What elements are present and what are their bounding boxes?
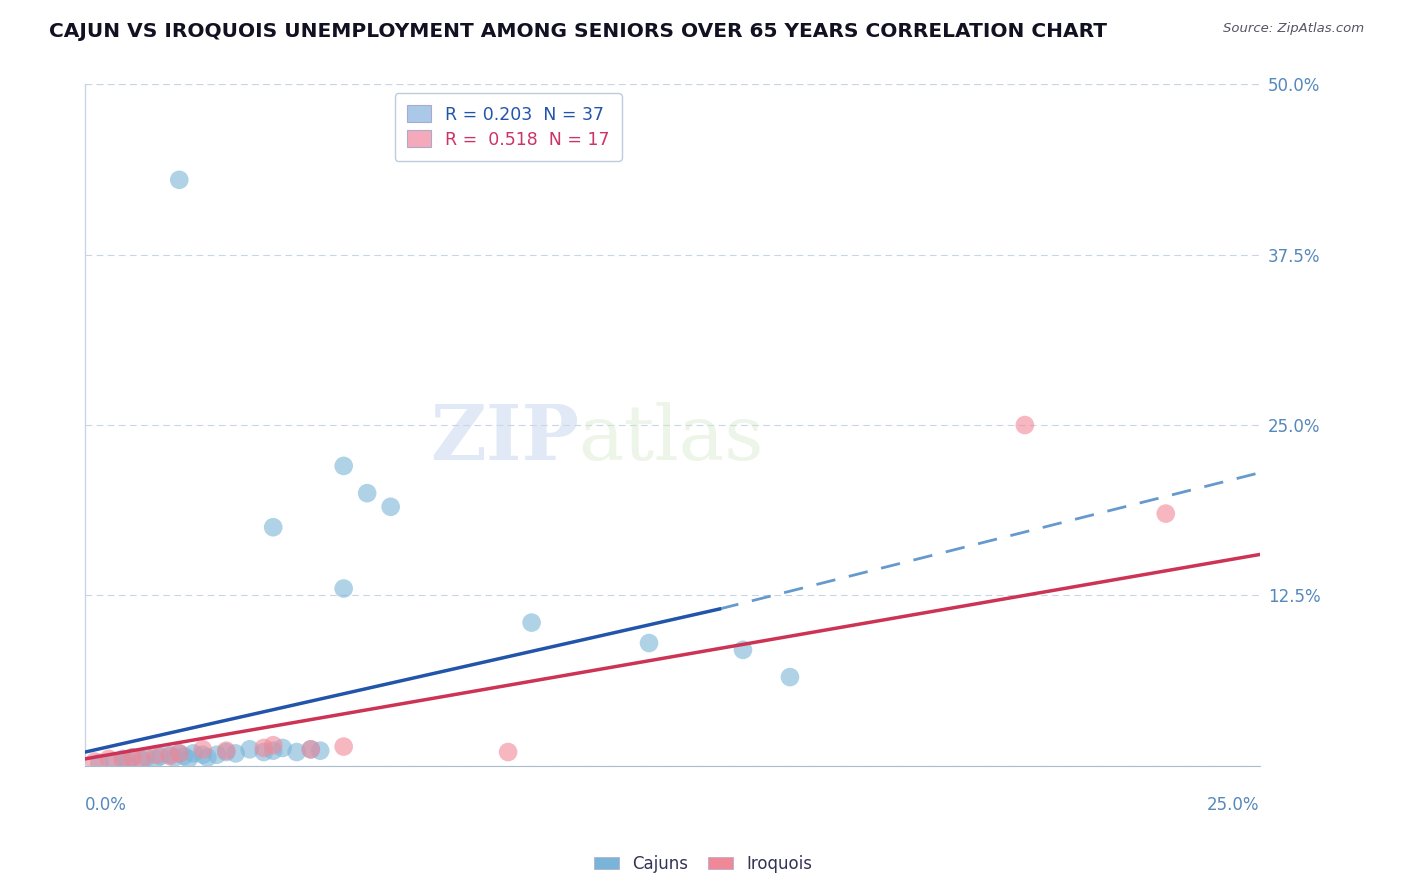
Point bbox=[131, 753, 153, 767]
Point bbox=[83, 755, 105, 769]
Point bbox=[145, 752, 167, 766]
Point bbox=[225, 747, 247, 761]
Point bbox=[167, 747, 190, 761]
Point bbox=[380, 500, 402, 514]
Text: 25.0%: 25.0% bbox=[1208, 797, 1260, 814]
Point bbox=[121, 750, 143, 764]
Point bbox=[731, 643, 754, 657]
Legend: Cajuns, Iroquois: Cajuns, Iroquois bbox=[586, 848, 820, 880]
Point bbox=[159, 747, 181, 762]
Point bbox=[89, 756, 111, 770]
Point bbox=[205, 747, 228, 762]
Point bbox=[332, 739, 354, 754]
Legend: R = 0.203  N = 37, R =  0.518  N = 17: R = 0.203 N = 37, R = 0.518 N = 17 bbox=[395, 93, 621, 161]
Point bbox=[285, 745, 308, 759]
Point bbox=[299, 742, 322, 756]
Point bbox=[262, 744, 284, 758]
Point bbox=[1014, 418, 1036, 433]
Point bbox=[159, 749, 181, 764]
Point bbox=[145, 747, 167, 762]
Point bbox=[638, 636, 661, 650]
Point bbox=[309, 744, 332, 758]
Point bbox=[149, 749, 172, 764]
Point bbox=[299, 742, 322, 756]
Point bbox=[262, 520, 284, 534]
Point bbox=[332, 582, 354, 596]
Y-axis label: Unemployment Among Seniors over 65 years: Unemployment Among Seniors over 65 years bbox=[17, 251, 32, 599]
Point bbox=[163, 750, 186, 764]
Point bbox=[779, 670, 801, 684]
Text: CAJUN VS IROQUOIS UNEMPLOYMENT AMONG SENIORS OVER 65 YEARS CORRELATION CHART: CAJUN VS IROQUOIS UNEMPLOYMENT AMONG SEN… bbox=[49, 22, 1107, 41]
Point bbox=[191, 742, 214, 756]
Point bbox=[117, 755, 139, 769]
Point bbox=[121, 750, 143, 764]
Point bbox=[271, 740, 294, 755]
Point bbox=[191, 747, 214, 762]
Point bbox=[1154, 507, 1177, 521]
Point bbox=[332, 458, 354, 473]
Text: atlas: atlas bbox=[578, 401, 763, 475]
Point bbox=[197, 750, 219, 764]
Text: Source: ZipAtlas.com: Source: ZipAtlas.com bbox=[1223, 22, 1364, 36]
Point bbox=[111, 753, 134, 767]
Point bbox=[167, 747, 190, 761]
Point bbox=[183, 747, 205, 761]
Point bbox=[262, 738, 284, 752]
Point bbox=[215, 745, 238, 759]
Point bbox=[215, 744, 238, 758]
Point bbox=[356, 486, 378, 500]
Point bbox=[131, 752, 153, 766]
Point bbox=[253, 740, 276, 755]
Text: ZIP: ZIP bbox=[430, 401, 578, 475]
Point bbox=[97, 752, 120, 766]
Point bbox=[111, 752, 134, 766]
Point bbox=[167, 173, 190, 187]
Point bbox=[253, 745, 276, 759]
Point bbox=[135, 750, 157, 764]
Point bbox=[239, 742, 262, 756]
Point bbox=[103, 755, 125, 769]
Point bbox=[177, 752, 200, 766]
Point bbox=[173, 749, 195, 764]
Text: 0.0%: 0.0% bbox=[86, 797, 127, 814]
Point bbox=[496, 745, 519, 759]
Point bbox=[520, 615, 543, 630]
